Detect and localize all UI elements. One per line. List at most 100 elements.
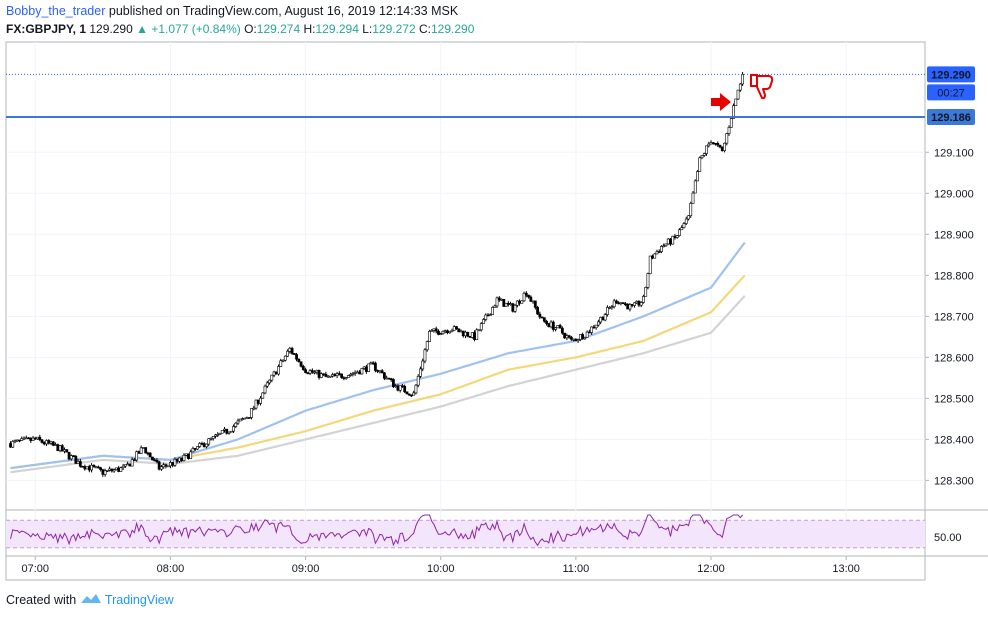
candle bbox=[166, 465, 170, 468]
candle-body bbox=[696, 171, 699, 182]
candle-body bbox=[306, 372, 310, 374]
candle bbox=[522, 291, 526, 302]
candle bbox=[700, 155, 704, 160]
candle-body bbox=[642, 296, 645, 303]
candle-body bbox=[590, 326, 594, 333]
candle-body bbox=[173, 458, 177, 466]
candle-body bbox=[407, 393, 411, 396]
candle-body bbox=[533, 300, 537, 308]
thumbs-down-icon[interactable] bbox=[750, 74, 774, 100]
publish-info: Bobby_the_trader published on TradingVie… bbox=[6, 4, 458, 18]
candle bbox=[40, 439, 44, 444]
level-price-tag: 129.186 bbox=[927, 109, 975, 126]
time-tick-label: 10:00 bbox=[427, 563, 455, 575]
candle-body bbox=[637, 301, 641, 306]
candle bbox=[468, 335, 472, 338]
candle-body bbox=[633, 302, 636, 306]
candle-body bbox=[216, 434, 220, 436]
time-tick-label: 11:00 bbox=[563, 563, 590, 575]
candle-body bbox=[20, 438, 24, 441]
candle-body bbox=[87, 466, 91, 471]
candle bbox=[324, 371, 328, 378]
change-value: +1.077 (+0.84%) bbox=[151, 22, 241, 36]
candle bbox=[687, 215, 690, 221]
candle bbox=[205, 443, 208, 449]
candle-body bbox=[578, 334, 582, 340]
candle-body bbox=[200, 443, 204, 445]
candle bbox=[457, 328, 461, 333]
candle-body bbox=[678, 229, 681, 236]
last-price-tag-text: 129.290 bbox=[931, 69, 971, 81]
candle bbox=[590, 326, 594, 335]
high-label: H: bbox=[303, 22, 316, 36]
close-value: 129.290 bbox=[430, 22, 475, 36]
candle bbox=[430, 329, 434, 332]
candle bbox=[437, 329, 440, 336]
candle-body bbox=[121, 465, 125, 469]
author-name[interactable]: Bobby_the_trader bbox=[6, 4, 106, 18]
candle-body bbox=[702, 153, 706, 156]
candle bbox=[527, 294, 530, 299]
candle-body bbox=[135, 451, 139, 461]
candle-body bbox=[319, 373, 323, 378]
candle bbox=[720, 146, 724, 152]
candle bbox=[141, 447, 145, 449]
candle bbox=[696, 170, 699, 182]
candle-body bbox=[268, 379, 271, 384]
rsi-axis-tick: 50.00 bbox=[934, 532, 962, 544]
candle-body bbox=[639, 302, 643, 306]
red-arrow-icon[interactable] bbox=[711, 93, 731, 111]
candle bbox=[72, 455, 75, 458]
candle-body bbox=[299, 361, 303, 367]
candle-body bbox=[412, 392, 416, 396]
candle-body bbox=[563, 332, 567, 339]
candle-body bbox=[491, 307, 494, 315]
candle bbox=[405, 391, 409, 395]
candle bbox=[135, 450, 139, 462]
candle bbox=[328, 375, 332, 378]
candle-body bbox=[272, 371, 276, 376]
candle-body bbox=[78, 461, 82, 467]
candle bbox=[664, 243, 668, 247]
candle bbox=[484, 313, 488, 322]
published-text: published on TradingView.com, August 16,… bbox=[108, 4, 459, 18]
candle-body bbox=[51, 441, 55, 446]
candle bbox=[261, 392, 265, 399]
candle-body bbox=[105, 469, 109, 472]
candle-body bbox=[250, 408, 253, 418]
candle bbox=[295, 352, 298, 362]
candle-body bbox=[74, 455, 78, 464]
candle-body bbox=[128, 463, 132, 467]
candle bbox=[380, 368, 384, 374]
candle-body bbox=[569, 336, 573, 340]
candle-body bbox=[653, 253, 657, 259]
candle-body bbox=[484, 314, 488, 320]
candle-body bbox=[153, 459, 157, 462]
candle-body bbox=[191, 448, 195, 453]
candle bbox=[585, 330, 589, 338]
candle-body bbox=[723, 142, 726, 152]
candle bbox=[85, 466, 89, 470]
low-label: L: bbox=[362, 22, 373, 36]
candle bbox=[410, 394, 413, 397]
candle-body bbox=[470, 332, 474, 338]
candle-body bbox=[148, 452, 152, 458]
candle-body bbox=[103, 470, 107, 475]
candle-body bbox=[387, 377, 391, 380]
candle bbox=[254, 399, 258, 410]
candle-body bbox=[621, 302, 625, 305]
candle-body bbox=[362, 366, 366, 369]
candle-body bbox=[394, 385, 398, 388]
tradingview-brand-link[interactable]: TradingView bbox=[104, 593, 174, 607]
candle-body bbox=[716, 143, 720, 146]
candle-body bbox=[664, 243, 668, 247]
candle bbox=[92, 464, 96, 468]
candle-body bbox=[657, 251, 661, 253]
candle bbox=[425, 340, 429, 352]
candle bbox=[741, 71, 744, 86]
candle bbox=[545, 319, 548, 326]
candle-body bbox=[265, 382, 269, 387]
candle bbox=[196, 446, 199, 450]
chart-frame bbox=[5, 41, 926, 581]
